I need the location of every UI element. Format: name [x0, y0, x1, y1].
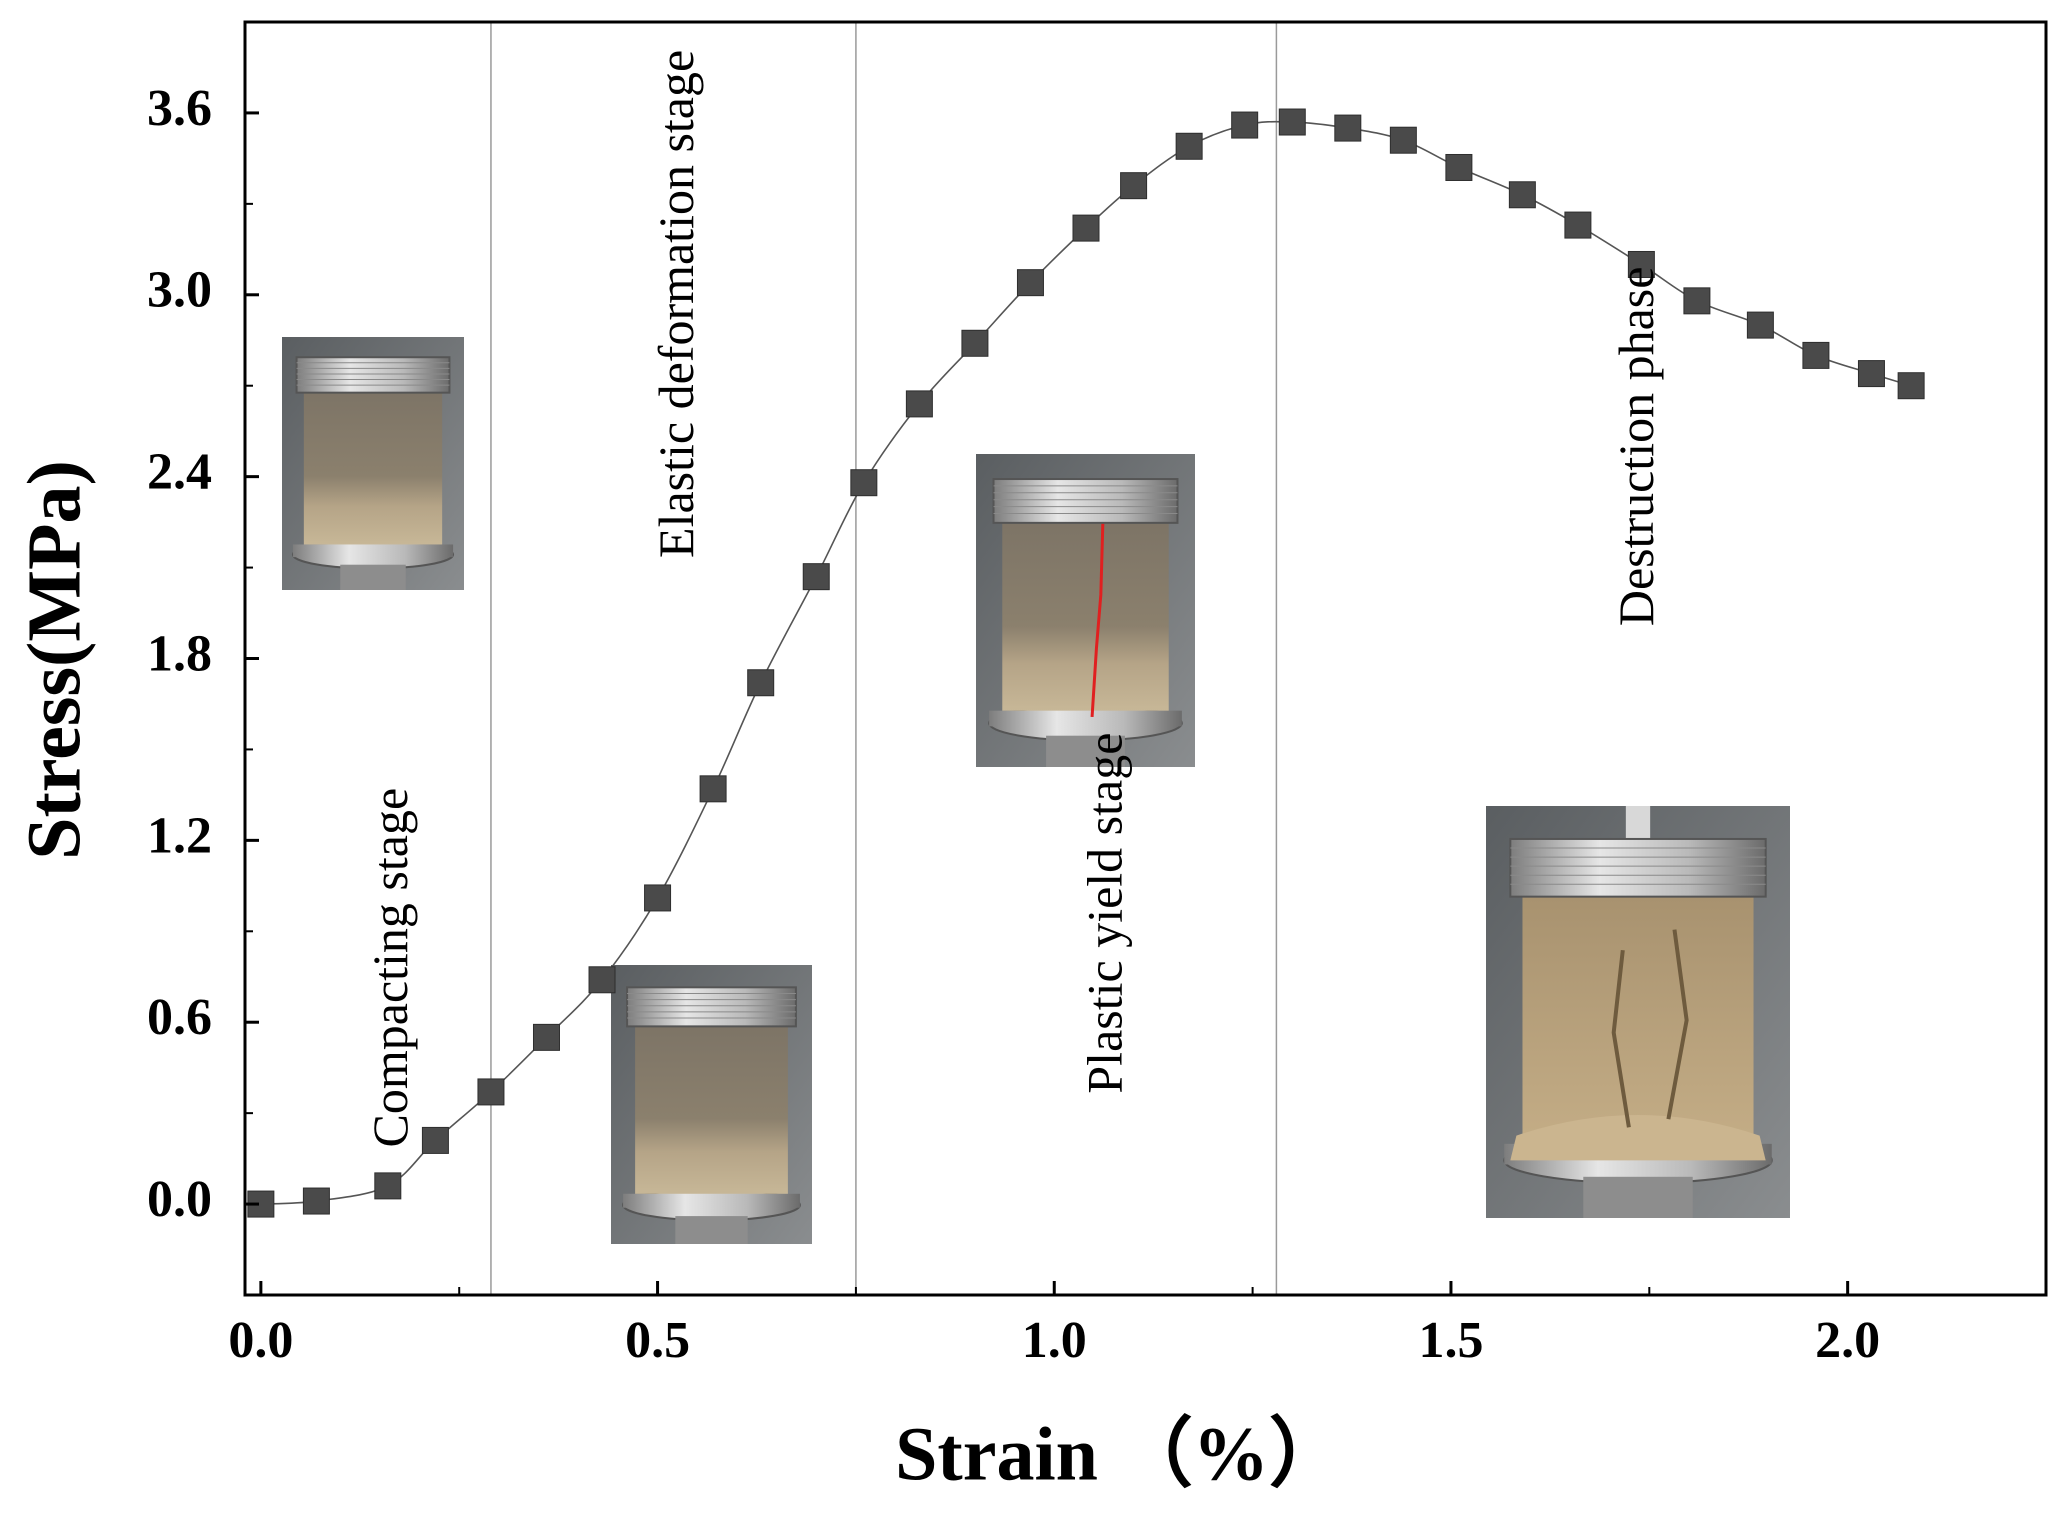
specimen-photo-3 [976, 454, 1195, 767]
data-point-11 [802, 563, 830, 591]
data-point-28 [1746, 311, 1774, 339]
data-point-24 [1508, 181, 1536, 209]
y-tick-label-7: 3.6 [147, 80, 212, 137]
data-point-21 [1334, 114, 1362, 142]
data-point-13 [905, 390, 933, 418]
data-point-12 [850, 469, 878, 497]
x-tick-label-1: 0.0 [228, 1312, 293, 1369]
data-point-2 [302, 1187, 330, 1215]
y-tick-label-5: 2.4 [147, 444, 212, 501]
specimen-photo-2 [611, 965, 812, 1244]
axes: 0.0 0.5 1.0 1.5 2.0 0.0 0.6 1.2 1.8 2.4 3.0 3.6 Stra… [12, 20, 2048, 1496]
data-point-10 [747, 669, 775, 697]
data-point-27 [1683, 287, 1711, 315]
x-tick-label-2: 0.5 [625, 1312, 690, 1369]
stage-label-2: Elastic deformation stage [648, 50, 704, 558]
stage-label-4: Destruction phase [1608, 267, 1664, 627]
x-tick-label-5: 2.0 [1815, 1312, 1880, 1369]
data-point-30 [1857, 360, 1885, 388]
data-point-22 [1389, 126, 1417, 154]
data-point-17 [1120, 172, 1148, 200]
plot-area: Compacting stage Elastic deformation stag… [247, 22, 1925, 1295]
data-point-5 [477, 1078, 505, 1106]
y-tick-label-2: 0.6 [147, 989, 212, 1046]
stage-label-3: Plastic yield stage [1076, 733, 1132, 1094]
data-point-3 [374, 1172, 402, 1200]
data-point-9 [699, 775, 727, 803]
data-point-25 [1564, 211, 1592, 239]
data-point-29 [1802, 341, 1830, 369]
data-point-15 [1016, 269, 1044, 297]
data-point-6 [532, 1023, 560, 1051]
data-point-31 [1897, 372, 1925, 400]
x-tick-label-4: 1.5 [1418, 1312, 1483, 1369]
specimen-photo-4 [1486, 806, 1790, 1218]
stage-label-1: Compacting stage [362, 788, 418, 1148]
data-point-16 [1072, 214, 1100, 242]
specimen-photos [282, 337, 1790, 1244]
y-tick-label-1: 0.0 [147, 1171, 212, 1228]
y-tick-label-4: 1.8 [147, 625, 212, 682]
data-point-18 [1175, 132, 1203, 160]
x-axis-title: Strain （%） [895, 1412, 1345, 1496]
data-point-23 [1445, 153, 1473, 181]
specimen-photo-1 [282, 337, 464, 590]
data-point-19 [1231, 111, 1259, 139]
data-point-26 [1627, 250, 1655, 278]
data-point-8 [644, 884, 672, 912]
data-point-14 [961, 329, 989, 357]
data-point-4 [421, 1126, 449, 1154]
x-tick-label-3: 1.0 [1022, 1312, 1087, 1369]
data-point-20 [1278, 108, 1306, 136]
y-tick-label-3: 1.2 [147, 807, 212, 864]
data-point-7 [588, 966, 616, 994]
y-tick-label-6: 3.0 [147, 262, 212, 319]
y-axis-title: Stress(MPa) [12, 460, 96, 860]
